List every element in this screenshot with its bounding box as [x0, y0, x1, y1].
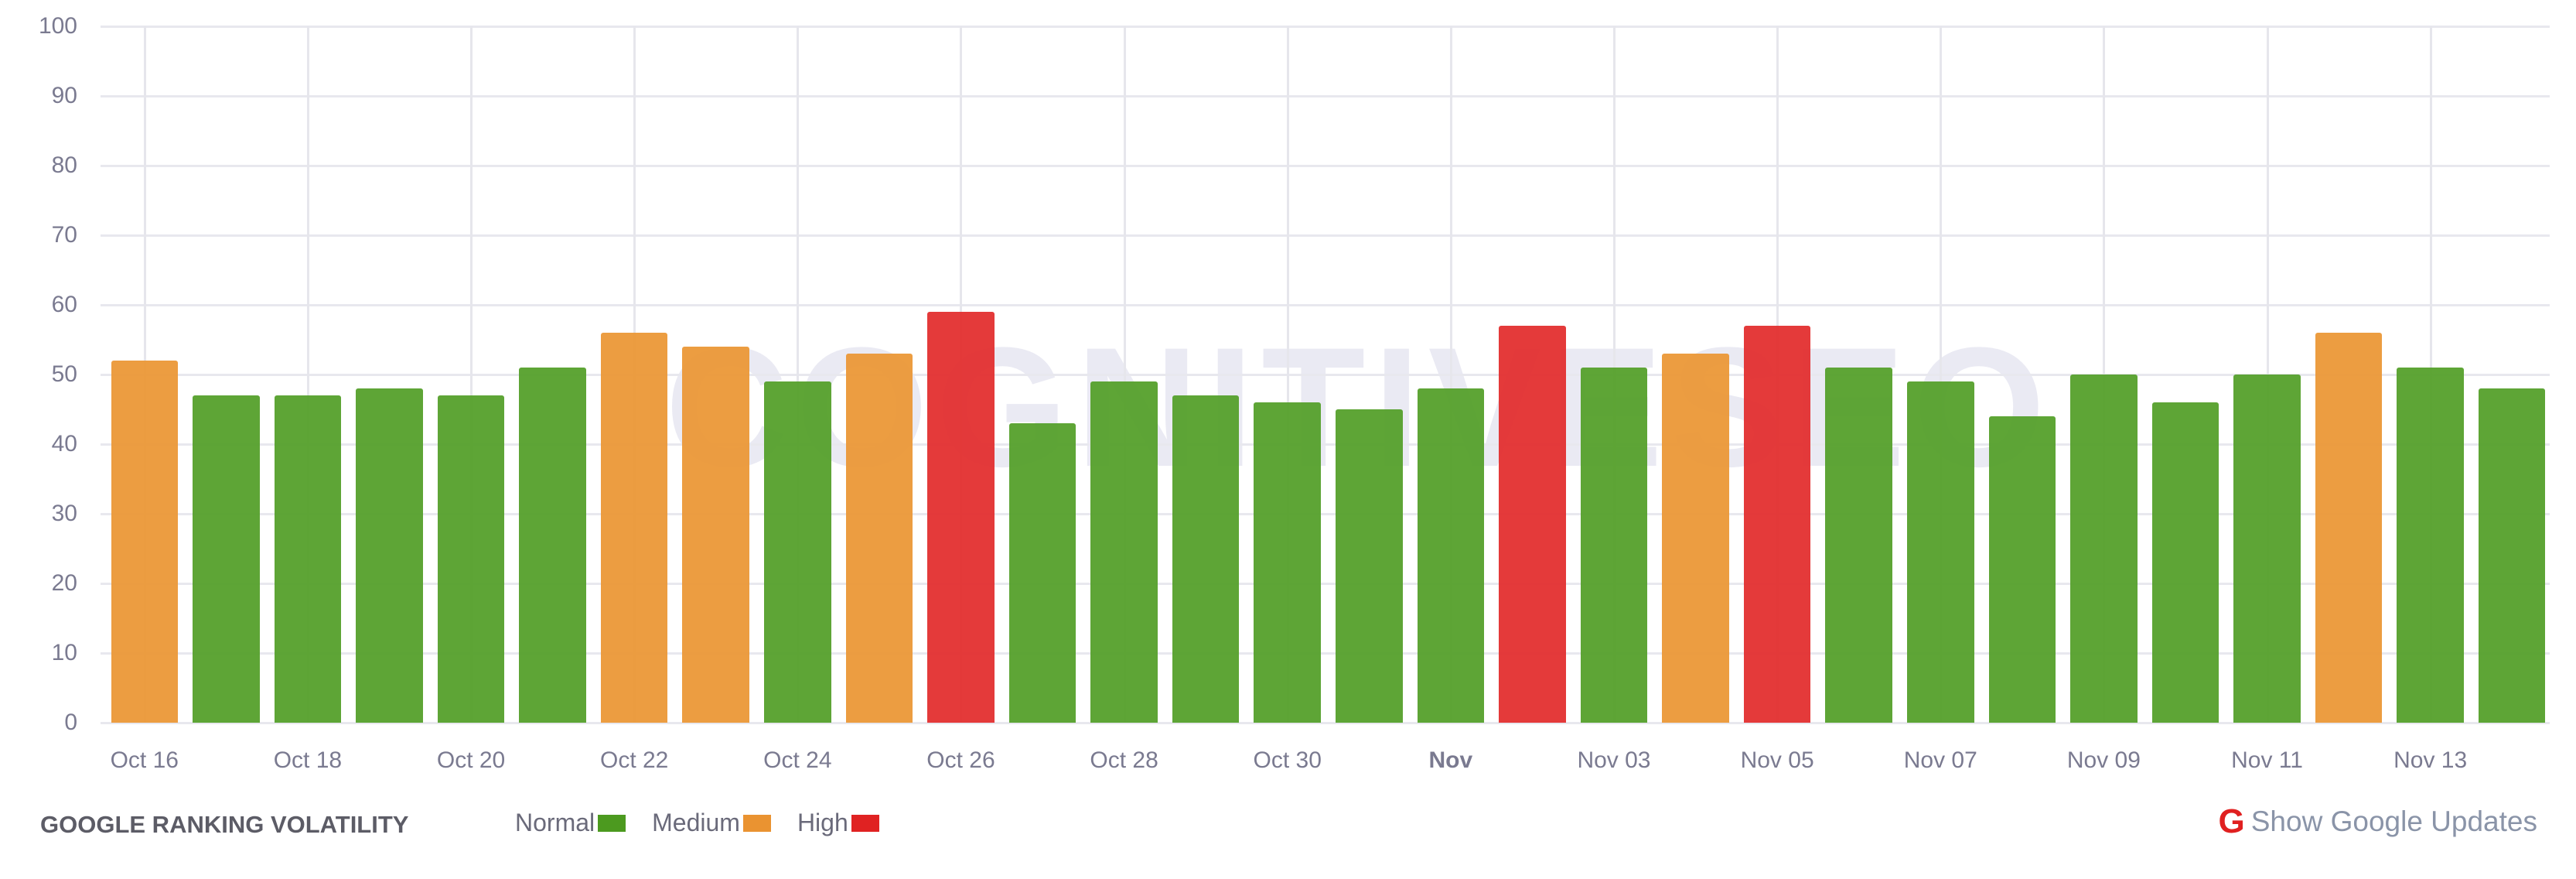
gridline-v: [1286, 26, 1289, 723]
gridline-h: [101, 304, 2550, 306]
bar-oct-22[interactable]: [600, 333, 668, 723]
chart-title: GOOGLE RANKING VOLATILITY: [40, 811, 409, 838]
bar-oct-28[interactable]: [1090, 381, 1158, 723]
bar-nov-10[interactable]: [2151, 402, 2219, 723]
x-tick-label: Nov 11: [2231, 747, 2303, 773]
bar-oct-19[interactable]: [356, 388, 423, 723]
bar-nov-11[interactable]: [2233, 375, 2301, 723]
legend-label: Normal: [515, 809, 595, 836]
bar-oct-20[interactable]: [437, 395, 505, 723]
x-tick-label: Nov 07: [1903, 747, 1977, 773]
legend: Normal Medium High: [515, 809, 906, 837]
gridline-h: [101, 165, 2550, 167]
x-tick-label: Oct 28: [1090, 747, 1158, 773]
bar-oct-30[interactable]: [1254, 402, 1321, 723]
bar-oct-23[interactable]: [682, 347, 750, 723]
gridline-v: [470, 26, 473, 723]
bar-nov-09[interactable]: [2070, 375, 2138, 723]
gridline-h: [101, 722, 2550, 724]
bar-oct-16[interactable]: [111, 361, 179, 723]
bar-oct-21[interactable]: [519, 368, 586, 723]
x-tick-label: Nov: [1428, 747, 1473, 773]
x-tick-label: Oct 18: [273, 747, 343, 773]
y-tick-label: 90: [51, 83, 77, 108]
y-tick-label: 60: [51, 292, 77, 317]
y-tick-label: 70: [51, 222, 77, 248]
bar-nov-07[interactable]: [1906, 381, 1974, 723]
bar-nov-08[interactable]: [1988, 416, 2056, 723]
gridline-v: [1123, 26, 1126, 723]
bar-oct-26[interactable]: [927, 312, 995, 723]
gridline-h: [101, 234, 2550, 237]
y-tick-label: 50: [51, 361, 77, 387]
bar-oct-17[interactable]: [193, 395, 260, 723]
bar-oct-18[interactable]: [274, 395, 342, 723]
x-tick-label: Nov 13: [2393, 747, 2468, 773]
legend-label: Medium: [652, 809, 740, 836]
x-tick-label: Oct 16: [110, 747, 179, 773]
bar-oct-24[interactable]: [764, 381, 831, 723]
gridline-h: [101, 513, 2550, 515]
x-tick-label: Nov 09: [2066, 747, 2141, 773]
gridline-v: [1940, 26, 1943, 723]
gridline-h: [101, 26, 2550, 28]
gridline-v: [306, 26, 309, 723]
x-tick-label: Nov 03: [1577, 747, 1651, 773]
bar-nov-02[interactable]: [1499, 326, 1566, 723]
x-tick-label: Oct 22: [599, 747, 669, 773]
bar-oct-29[interactable]: [1172, 395, 1240, 723]
bar-nov-04[interactable]: [1662, 354, 1729, 723]
show-google-updates-button[interactable]: G Show Google Updates: [2219, 805, 2537, 839]
legend-label: High: [797, 809, 848, 836]
gridline-v: [797, 26, 800, 723]
y-tick-label: 40: [51, 431, 77, 457]
x-tick-label: Oct 24: [763, 747, 832, 773]
gridline-h: [101, 374, 2550, 376]
y-tick-label: 10: [51, 640, 77, 665]
y-tick-label: 0: [64, 710, 77, 735]
bar-nov-13[interactable]: [2397, 368, 2464, 723]
bar-oct-31[interactable]: [1336, 409, 1403, 723]
bar-nov-12[interactable]: [2315, 333, 2383, 723]
legend-item-medium: Medium: [652, 809, 771, 837]
show-google-updates-label: Show Google Updates: [2250, 805, 2537, 837]
y-tick-label: 30: [51, 501, 77, 526]
gridline-h: [101, 652, 2550, 655]
legend-item-high: High: [797, 809, 879, 837]
x-tick-label: Nov 05: [1740, 747, 1814, 773]
bar-oct-27[interactable]: [1008, 423, 1076, 723]
bar-nov-14[interactable]: [2478, 388, 2546, 723]
legend-item-normal: Normal: [515, 809, 626, 837]
gridline-h: [101, 95, 2550, 97]
legend-swatch: [742, 814, 771, 832]
gridline-v: [1449, 26, 1452, 723]
bar-oct-25[interactable]: [845, 354, 913, 723]
legend-swatch: [851, 814, 879, 832]
bar-nov-01[interactable]: [1417, 388, 1485, 723]
x-tick-label: Oct 30: [1253, 747, 1322, 773]
gridline-h: [101, 443, 2550, 446]
google-icon: G: [2218, 802, 2245, 840]
bar-nov-05[interactable]: [1743, 326, 1811, 723]
y-tick-label: 80: [51, 152, 77, 178]
plot-area: [101, 26, 2550, 724]
x-tick-label: Oct 26: [926, 747, 995, 773]
x-tick-label: Oct 20: [436, 747, 506, 773]
gridline-h: [101, 583, 2550, 585]
bar-nov-03[interactable]: [1580, 368, 1648, 723]
bar-nov-06[interactable]: [1825, 368, 1892, 723]
y-tick-label: 100: [38, 13, 77, 39]
legend-swatch: [598, 814, 626, 832]
y-tick-label: 20: [51, 570, 77, 596]
